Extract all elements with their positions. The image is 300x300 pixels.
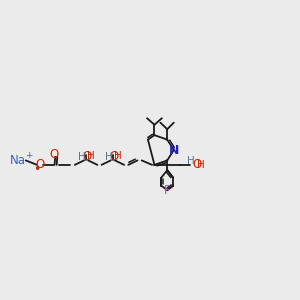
Text: F: F xyxy=(164,184,171,196)
Text: •: • xyxy=(33,163,41,176)
Text: H: H xyxy=(87,151,95,161)
Text: O: O xyxy=(35,158,45,171)
Text: N: N xyxy=(169,143,179,157)
Text: O: O xyxy=(82,150,91,163)
Text: H: H xyxy=(187,156,195,166)
Text: Na: Na xyxy=(10,154,26,167)
Text: H: H xyxy=(105,152,112,161)
Text: O: O xyxy=(109,150,119,163)
Text: +: + xyxy=(25,151,32,160)
Text: H: H xyxy=(197,160,204,170)
Text: H: H xyxy=(78,152,86,161)
Text: O: O xyxy=(193,158,202,171)
Text: H: H xyxy=(114,151,122,161)
Text: O: O xyxy=(50,148,59,161)
